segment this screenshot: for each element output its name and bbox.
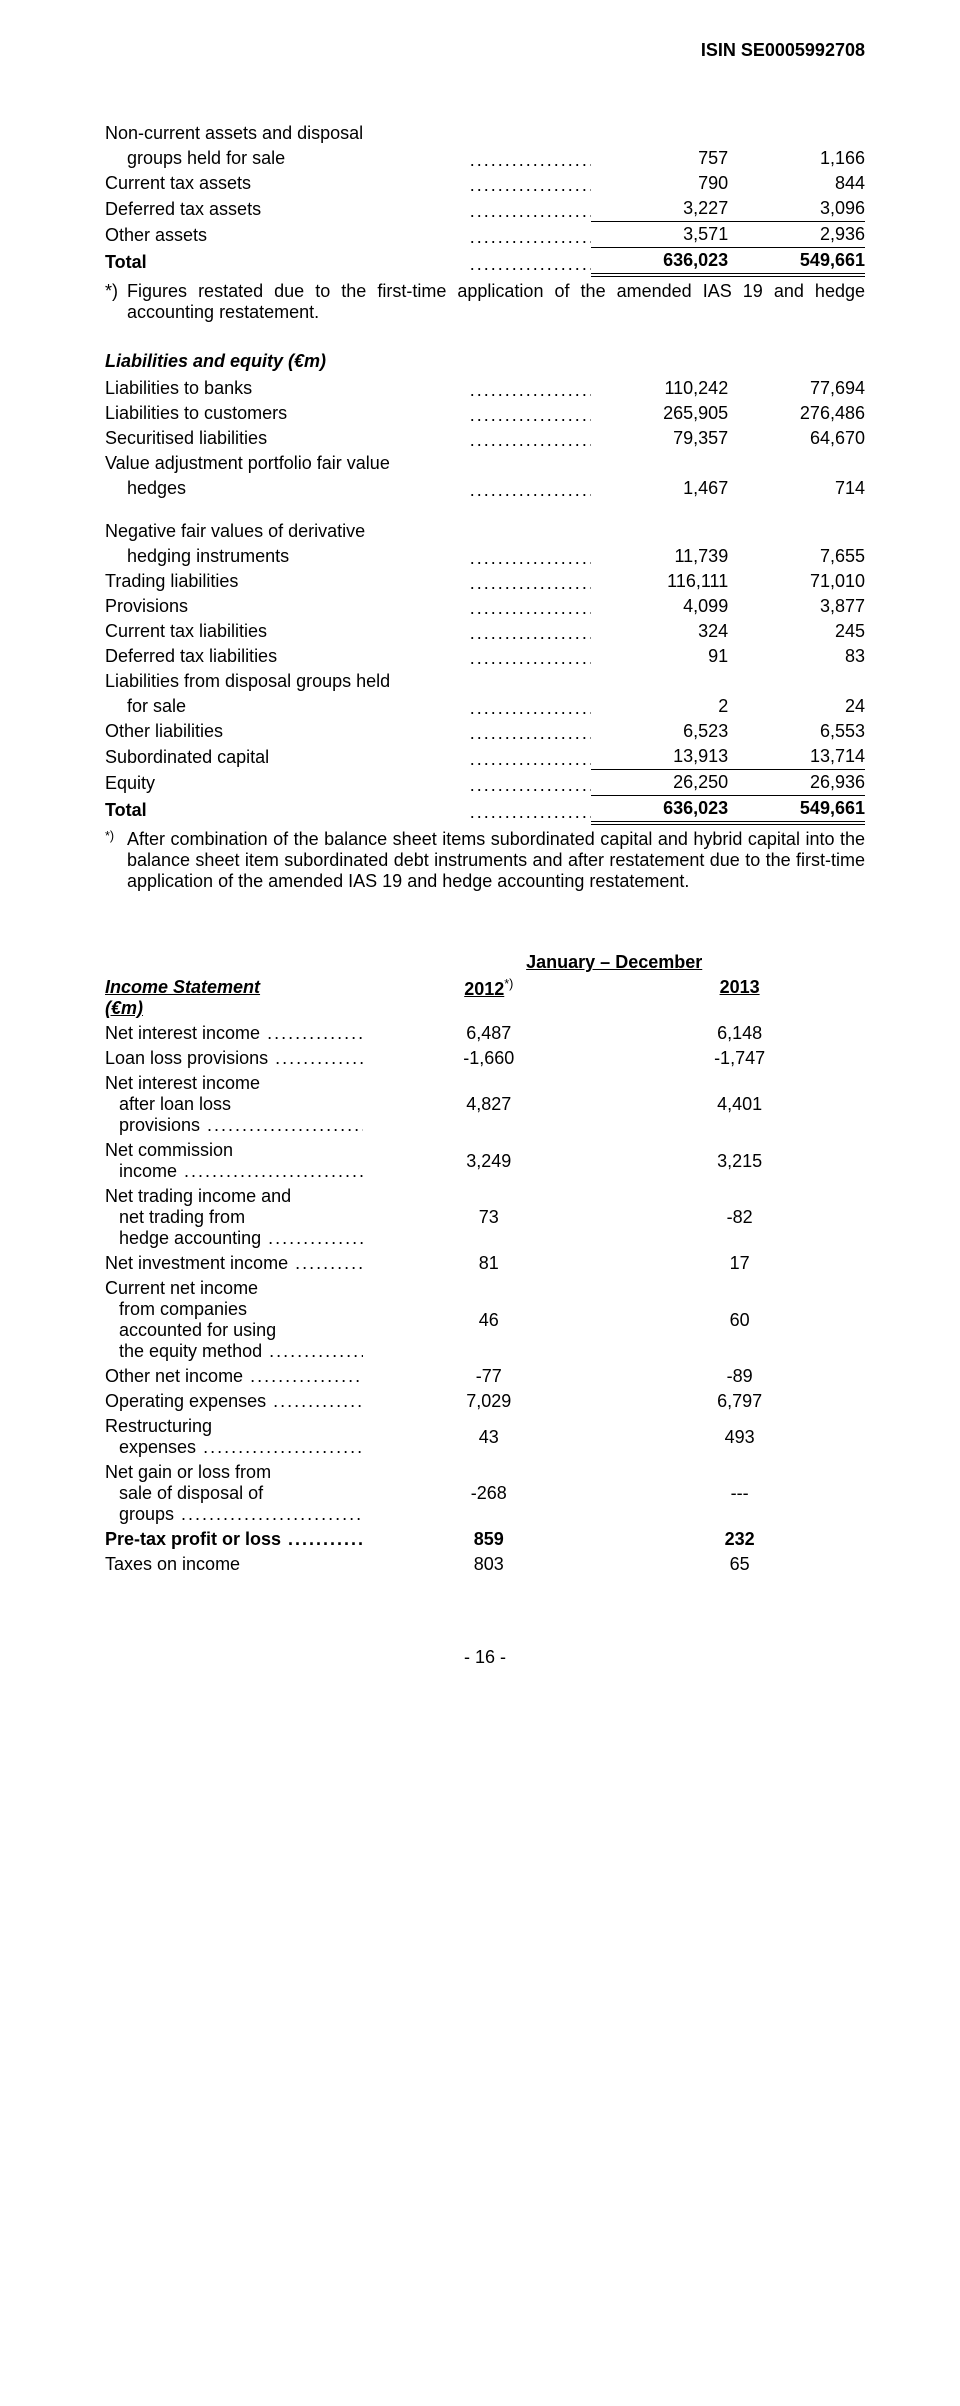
income-year2: 2013 (720, 977, 760, 997)
assets-table: Non-current assets and disposalgroups he… (105, 121, 865, 277)
liabilities-table: Liabilities to banks110,24277,694Liabili… (105, 376, 865, 825)
isin-header: ISIN SE0005992708 (105, 40, 865, 61)
income-row: Restructuringexpenses ..................… (105, 1414, 865, 1460)
income-row: Pre-tax profit or loss .................… (105, 1527, 865, 1552)
table-row: Negative fair values of derivative (105, 519, 865, 544)
income-row: Current net incomefrom companiesaccounte… (105, 1276, 865, 1364)
table-row: Value adjustment portfolio fair value (105, 451, 865, 476)
footnote-2-marker: *) (105, 829, 127, 892)
income-row: Net interest income ....................… (105, 1021, 865, 1046)
income-heading-line1: Income Statement (105, 977, 363, 998)
total-row: Total636,023549,661 (105, 796, 865, 824)
table-row: hedges1,467714 (105, 476, 865, 501)
table-row: Deferred tax liabilities9183 (105, 644, 865, 669)
table-row: Non-current assets and disposal (105, 121, 865, 146)
footnote-1-marker: *) (105, 281, 127, 323)
liabilities-heading: Liabilities and equity (€m) (105, 351, 865, 372)
income-year1-sup: *) (504, 977, 513, 991)
table-row: Trading liabilities116,11171,010 (105, 569, 865, 594)
income-row: Net investment income ..................… (105, 1251, 865, 1276)
footnote-1: *) Figures restated due to the first-tim… (105, 281, 865, 323)
income-row: Other net income .......................… (105, 1364, 865, 1389)
table-row: Provisions4,0993,877 (105, 594, 865, 619)
income-statement-table: January – December Income Statement (€m)… (105, 950, 865, 1577)
income-year1: 2012 (464, 979, 504, 999)
table-row: Current tax liabilities324245 (105, 619, 865, 644)
income-row: Net gain or loss fromsale of disposal of… (105, 1460, 865, 1527)
table-row: Liabilities to customers265,905276,486 (105, 401, 865, 426)
table-row: Equity26,25026,936 (105, 770, 865, 796)
total-row: Total636,023549,661 (105, 248, 865, 276)
income-row: Taxes on income80365 (105, 1552, 865, 1577)
table-row: hedging instruments11,7397,655 (105, 544, 865, 569)
table-row: Liabilities to banks110,24277,694 (105, 376, 865, 401)
table-row: groups held for sale7571,166 (105, 146, 865, 171)
footnote-1-text: Figures restated due to the first-time a… (127, 281, 865, 323)
table-row: Other assets3,5712,936 (105, 222, 865, 248)
table-row: for sale224 (105, 694, 865, 719)
income-row: Operating expenses .....................… (105, 1389, 865, 1414)
income-heading-line2: (€m) (105, 998, 363, 1019)
page-number: - 16 - (105, 1647, 865, 1668)
income-row: Net commissionincome ...................… (105, 1138, 865, 1184)
table-row: Other liabilities6,5236,553 (105, 719, 865, 744)
table-row: Deferred tax assets3,2273,096 (105, 196, 865, 222)
income-row: Net trading income andnet trading fromhe… (105, 1184, 865, 1251)
table-row: Current tax assets790844 (105, 171, 865, 196)
table-row: Securitised liabilities79,35764,670 (105, 426, 865, 451)
table-row: Subordinated capital13,91313,714 (105, 744, 865, 770)
footnote-2-text: After combination of the balance sheet i… (127, 829, 865, 892)
income-row: Loan loss provisions ...................… (105, 1046, 865, 1071)
table-row: Liabilities from disposal groups held (105, 669, 865, 694)
footnote-2: *) After combination of the balance shee… (105, 829, 865, 892)
income-period-label: January – December (526, 952, 702, 972)
income-row: Net interest incomeafter loan lossprovis… (105, 1071, 865, 1138)
